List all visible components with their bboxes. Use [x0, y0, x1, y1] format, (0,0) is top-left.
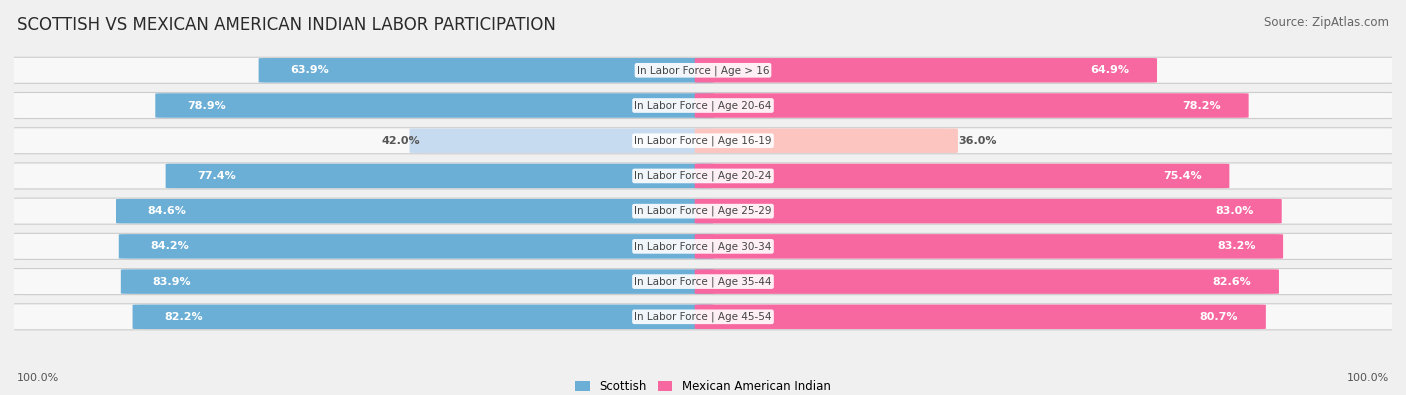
FancyBboxPatch shape	[695, 93, 1249, 118]
Text: 83.9%: 83.9%	[152, 276, 191, 287]
Text: In Labor Force | Age > 16: In Labor Force | Age > 16	[637, 65, 769, 75]
FancyBboxPatch shape	[695, 199, 1282, 224]
FancyBboxPatch shape	[7, 198, 1399, 224]
FancyBboxPatch shape	[695, 128, 957, 153]
Text: 100.0%: 100.0%	[1347, 373, 1389, 383]
FancyBboxPatch shape	[7, 233, 1399, 260]
FancyBboxPatch shape	[118, 234, 714, 259]
FancyBboxPatch shape	[695, 58, 1157, 83]
Text: 64.9%: 64.9%	[1091, 65, 1129, 75]
Text: 78.9%: 78.9%	[187, 100, 226, 111]
Text: 78.2%: 78.2%	[1182, 100, 1220, 111]
FancyBboxPatch shape	[409, 128, 714, 153]
FancyBboxPatch shape	[7, 92, 1399, 118]
Text: 84.6%: 84.6%	[148, 206, 187, 216]
Legend: Scottish, Mexican American Indian: Scottish, Mexican American Indian	[571, 376, 835, 395]
FancyBboxPatch shape	[7, 304, 1399, 330]
FancyBboxPatch shape	[155, 93, 714, 118]
Text: 82.2%: 82.2%	[165, 312, 202, 322]
FancyBboxPatch shape	[7, 128, 1399, 154]
FancyBboxPatch shape	[166, 164, 714, 188]
Text: In Labor Force | Age 25-29: In Labor Force | Age 25-29	[634, 206, 772, 216]
Text: 84.2%: 84.2%	[150, 241, 190, 251]
FancyBboxPatch shape	[695, 269, 1279, 294]
Text: 100.0%: 100.0%	[17, 373, 59, 383]
Text: 83.0%: 83.0%	[1216, 206, 1254, 216]
FancyBboxPatch shape	[259, 58, 714, 83]
Text: 77.4%: 77.4%	[197, 171, 236, 181]
Text: In Labor Force | Age 16-19: In Labor Force | Age 16-19	[634, 135, 772, 146]
Text: In Labor Force | Age 35-44: In Labor Force | Age 35-44	[634, 276, 772, 287]
FancyBboxPatch shape	[117, 199, 714, 224]
Text: 36.0%: 36.0%	[957, 136, 997, 146]
FancyBboxPatch shape	[695, 305, 1265, 329]
FancyBboxPatch shape	[121, 269, 714, 294]
Text: 82.6%: 82.6%	[1212, 276, 1251, 287]
Text: SCOTTISH VS MEXICAN AMERICAN INDIAN LABOR PARTICIPATION: SCOTTISH VS MEXICAN AMERICAN INDIAN LABO…	[17, 16, 555, 34]
Text: 75.4%: 75.4%	[1163, 171, 1202, 181]
Text: In Labor Force | Age 20-64: In Labor Force | Age 20-64	[634, 100, 772, 111]
FancyBboxPatch shape	[7, 269, 1399, 295]
FancyBboxPatch shape	[132, 305, 714, 329]
Text: In Labor Force | Age 30-34: In Labor Force | Age 30-34	[634, 241, 772, 252]
Text: In Labor Force | Age 20-24: In Labor Force | Age 20-24	[634, 171, 772, 181]
Text: 63.9%: 63.9%	[290, 65, 329, 75]
Text: 80.7%: 80.7%	[1199, 312, 1239, 322]
Text: 83.2%: 83.2%	[1218, 241, 1256, 251]
FancyBboxPatch shape	[695, 234, 1284, 259]
Text: 42.0%: 42.0%	[382, 136, 420, 146]
FancyBboxPatch shape	[695, 164, 1229, 188]
FancyBboxPatch shape	[7, 163, 1399, 189]
Text: In Labor Force | Age 45-54: In Labor Force | Age 45-54	[634, 312, 772, 322]
Text: Source: ZipAtlas.com: Source: ZipAtlas.com	[1264, 16, 1389, 29]
FancyBboxPatch shape	[7, 57, 1399, 83]
